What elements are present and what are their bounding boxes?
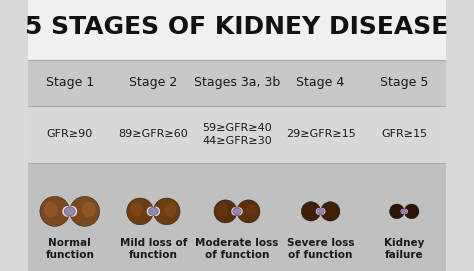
Ellipse shape: [154, 198, 180, 225]
Ellipse shape: [164, 203, 176, 217]
FancyBboxPatch shape: [28, 0, 446, 60]
Ellipse shape: [390, 204, 404, 219]
Text: Stage 2: Stage 2: [129, 76, 177, 89]
Ellipse shape: [147, 207, 155, 216]
Text: GFR≥15: GFR≥15: [381, 129, 427, 139]
Text: 89≥GFR≥60: 89≥GFR≥60: [118, 129, 188, 139]
Ellipse shape: [40, 196, 70, 226]
Ellipse shape: [68, 206, 77, 217]
Ellipse shape: [127, 198, 154, 225]
Ellipse shape: [320, 202, 340, 221]
Text: Stage 4: Stage 4: [297, 76, 345, 89]
Text: GFR≥90: GFR≥90: [46, 129, 93, 139]
FancyBboxPatch shape: [28, 60, 446, 106]
Text: Kidney
failure: Kidney failure: [384, 238, 424, 260]
Ellipse shape: [316, 208, 322, 215]
Text: Mild loss of
function: Mild loss of function: [120, 238, 187, 260]
Ellipse shape: [70, 196, 100, 226]
Ellipse shape: [231, 207, 238, 215]
FancyBboxPatch shape: [28, 163, 446, 271]
Ellipse shape: [403, 209, 408, 214]
Text: Stage 5: Stage 5: [380, 76, 428, 89]
Text: Stage 1: Stage 1: [46, 76, 94, 89]
Ellipse shape: [392, 207, 398, 214]
Ellipse shape: [317, 209, 324, 214]
Ellipse shape: [82, 202, 96, 218]
Text: 59≥GFR≥40
44≥GFR≥30: 59≥GFR≥40 44≥GFR≥30: [202, 122, 272, 146]
Ellipse shape: [217, 204, 228, 216]
Ellipse shape: [148, 208, 158, 215]
Ellipse shape: [246, 204, 257, 216]
Ellipse shape: [401, 209, 407, 214]
Text: Severe loss
of function: Severe loss of function: [287, 238, 355, 260]
Ellipse shape: [62, 206, 72, 217]
Ellipse shape: [152, 207, 160, 216]
Ellipse shape: [214, 200, 237, 223]
Ellipse shape: [328, 205, 337, 215]
Ellipse shape: [44, 202, 57, 218]
Ellipse shape: [130, 203, 143, 217]
Text: 29≥GFR≥15: 29≥GFR≥15: [286, 129, 356, 139]
Ellipse shape: [410, 207, 417, 214]
Ellipse shape: [401, 209, 405, 214]
Ellipse shape: [236, 207, 243, 215]
Text: 5 STAGES OF KIDNEY DISEASE: 5 STAGES OF KIDNEY DISEASE: [26, 15, 448, 39]
Ellipse shape: [233, 208, 241, 215]
Ellipse shape: [404, 204, 419, 219]
Ellipse shape: [319, 208, 326, 215]
Ellipse shape: [64, 207, 75, 216]
Text: Moderate loss
of function: Moderate loss of function: [195, 238, 279, 260]
Ellipse shape: [237, 200, 260, 223]
Ellipse shape: [301, 202, 320, 221]
Text: Stages 3a, 3b: Stages 3a, 3b: [194, 76, 280, 89]
Ellipse shape: [304, 205, 313, 215]
Text: Normal
function: Normal function: [46, 238, 94, 260]
FancyBboxPatch shape: [28, 106, 446, 163]
